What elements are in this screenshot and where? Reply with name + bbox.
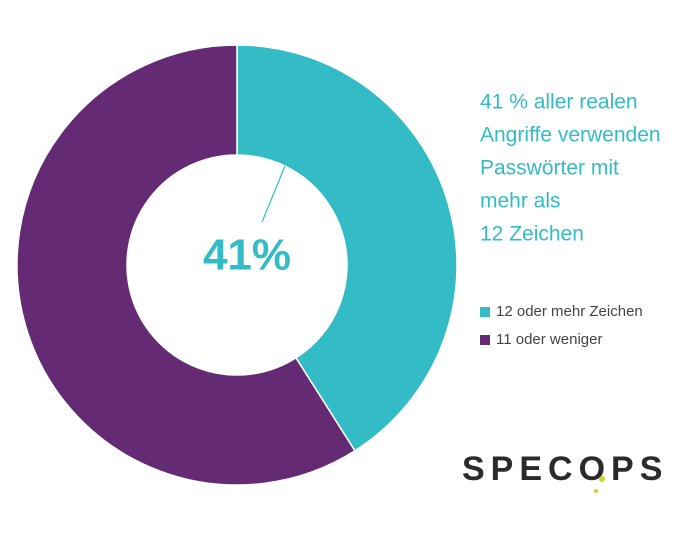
annotation-line: 41 % aller realen — [480, 91, 638, 114]
annotation-line: 12 Zeichen — [480, 223, 584, 246]
legend-label: 12 oder mehr Zeichen — [496, 303, 643, 320]
annotation-line: Passwörter mit — [480, 157, 619, 180]
leader-line — [261, 165, 286, 223]
legend-swatch — [480, 307, 490, 317]
logo-dot — [599, 476, 605, 482]
legend-swatch — [480, 335, 490, 345]
center-label: 41% — [203, 231, 291, 280]
donut-segment — [16, 44, 356, 486]
annotation-line: mehr als — [480, 190, 561, 213]
legend-label: 11 oder weniger — [496, 331, 602, 348]
annotation-line: Angriffe verwenden — [480, 124, 661, 147]
logo-dot — [594, 489, 598, 493]
donut-segment — [236, 44, 458, 452]
logo: SPECOPS — [462, 450, 668, 488]
